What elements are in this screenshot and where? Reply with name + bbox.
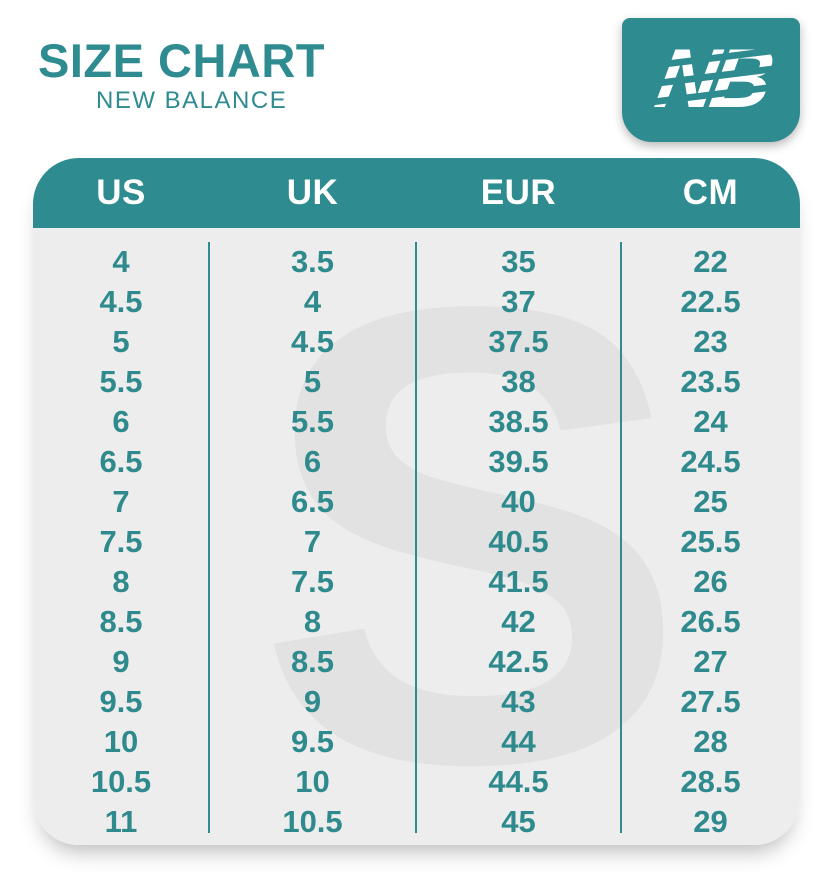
table-row: 8 7.5 41.5 26 [33, 562, 800, 602]
size-cell: 22 [693, 244, 728, 279]
column-header-us: US [96, 173, 146, 212]
column-divider [620, 242, 622, 833]
size-cell: 35 [501, 244, 536, 279]
size-cell: 4 [303, 284, 322, 319]
size-cell: 37.5 [488, 324, 549, 359]
size-cell: 25.5 [680, 524, 741, 559]
size-cell: 8 [303, 604, 322, 639]
size-cell: 7.5 [99, 524, 143, 559]
size-cell: 7.5 [290, 564, 335, 599]
size-cell: 24 [693, 404, 728, 439]
size-cell: 45 [501, 804, 536, 839]
title-block: SIZE CHART NEW BALANCE [38, 36, 325, 115]
size-cell: 7 [303, 524, 322, 559]
size-cell: 4.5 [99, 284, 143, 319]
table-row: 4 3.5 35 22 [33, 242, 800, 282]
size-cell: 6 [112, 404, 130, 439]
watermark-letter: S [255, 172, 689, 845]
size-cell: 5.5 [290, 404, 335, 439]
table-row: 11 10.5 45 29 [33, 802, 800, 842]
table-row: 7.5 7 40.5 25.5 [33, 522, 800, 562]
size-cell: 28.5 [680, 764, 741, 799]
size-cell: 11 [104, 804, 138, 839]
size-cell: 10.5 [282, 804, 343, 839]
size-cell: 27.5 [680, 684, 741, 719]
size-cell: 44.5 [488, 764, 549, 799]
size-cell: 42.5 [488, 644, 549, 679]
size-cell: 42 [501, 604, 536, 639]
page-subtitle: NEW BALANCE [96, 87, 288, 115]
size-cell: 26.5 [680, 604, 741, 639]
size-cell: 8.5 [290, 644, 335, 679]
size-cell: 37 [501, 284, 536, 319]
table-row: 7 6.5 40 25 [33, 482, 800, 522]
column-divider [415, 242, 417, 833]
table-row: 6.5 6 39.5 24.5 [33, 442, 800, 482]
table-row: 10 9.5 44 28 [33, 722, 800, 762]
table-row: 5 4.5 37.5 23 [33, 322, 800, 362]
table-row: 9.5 9 43 27.5 [33, 682, 800, 722]
size-cell: 5 [303, 364, 322, 399]
table-row: 5.5 5 38 23.5 [33, 362, 800, 402]
size-cell: 38 [501, 364, 536, 399]
size-cell: 10 [295, 764, 330, 799]
size-chart-table: US UK EUR CM S 4 3.5 35 22 4.5 4 37 22.5 5 4.5 37.… [33, 158, 800, 845]
size-cell: 5 [112, 324, 130, 359]
size-table-body-rows: 4 3.5 35 22 4.5 4 37 22.5 5 4.5 37.5 23 5.5 5 38 23.5 6 5… [33, 228, 800, 842]
size-cell: 26 [693, 564, 728, 599]
page-title: SIZE CHART [38, 34, 325, 87]
column-header-uk: UK [286, 173, 339, 212]
size-cell: 23.5 [680, 364, 741, 399]
size-cell: 9.5 [290, 724, 335, 759]
table-row: 10.5 10 44.5 28.5 [33, 762, 800, 802]
size-cell: 28 [693, 724, 728, 759]
size-cell: 9.5 [99, 684, 143, 719]
size-cell: 3.5 [290, 244, 335, 279]
size-cell: 25 [693, 484, 728, 519]
size-cell: 40.5 [488, 524, 549, 559]
size-cell: 27 [693, 644, 728, 679]
size-cell: 24.5 [680, 444, 741, 479]
size-cell: 41.5 [488, 564, 549, 599]
table-body: S 4 3.5 35 22 4.5 4 37 22.5 5 4.5 37.5 23 5.5 5 38 23.5… [33, 210, 800, 845]
size-cell: 10 [103, 724, 139, 759]
new-balance-logo: NB [622, 18, 800, 142]
size-cell: 9 [303, 684, 322, 719]
size-cell: 44 [501, 724, 536, 759]
column-header-cm: CM [682, 173, 739, 212]
size-cell: 10.5 [90, 764, 152, 799]
size-cell: 38.5 [488, 404, 549, 439]
table-row: 4.5 4 37 22.5 [33, 282, 800, 322]
size-cell: 4.5 [290, 324, 335, 359]
size-cell: 6.5 [99, 444, 143, 479]
size-cell: 39.5 [488, 444, 549, 479]
table-row: 6 5.5 38.5 24 [33, 402, 800, 442]
table-header-row: US UK EUR CM [33, 158, 800, 228]
size-cell: 9 [112, 644, 130, 679]
table-row: 8.5 8 42 26.5 [33, 602, 800, 642]
nb-logo-icon: NB [632, 34, 790, 125]
size-cell: 43 [501, 684, 536, 719]
size-cell: 22.5 [680, 284, 741, 319]
size-cell: 40 [501, 484, 536, 519]
table-row: 9 8.5 42.5 27 [33, 642, 800, 682]
size-cell: 6.5 [290, 484, 335, 519]
column-divider [208, 242, 210, 833]
size-cell: 6 [303, 444, 322, 479]
size-cell: 29 [693, 804, 728, 839]
size-cell: 23 [693, 324, 728, 359]
size-cell: 8.5 [99, 604, 143, 639]
size-cell: 4 [112, 244, 130, 279]
column-header-eur: EUR [480, 173, 557, 212]
size-cell: 5.5 [99, 364, 143, 399]
size-cell: 8 [112, 564, 130, 599]
size-cell: 7 [112, 484, 130, 519]
